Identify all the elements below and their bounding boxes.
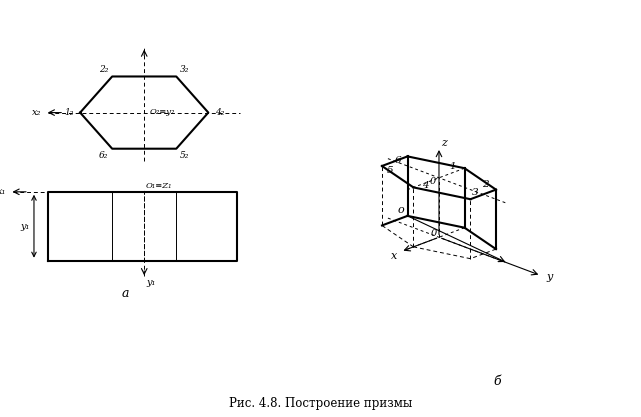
Text: y: y [546, 272, 553, 282]
Text: O₂≡y₂: O₂≡y₂ [149, 108, 175, 116]
Text: z: z [441, 138, 447, 148]
Text: 3: 3 [472, 188, 479, 198]
Text: x: x [391, 251, 397, 261]
Text: 0: 0 [429, 177, 436, 186]
Text: y₁: y₁ [21, 222, 29, 231]
Text: 2₂: 2₂ [99, 65, 108, 74]
Text: 3₂: 3₂ [180, 65, 189, 74]
Text: 2: 2 [483, 180, 489, 189]
Text: Рис. 4.8. Построение призмы: Рис. 4.8. Построение призмы [229, 397, 412, 410]
Text: 1: 1 [450, 162, 456, 171]
Text: o: o [397, 205, 404, 215]
Text: 4: 4 [422, 181, 428, 190]
Text: 0: 0 [431, 229, 437, 239]
Text: y₁: y₁ [146, 278, 155, 287]
Text: x₁: x₁ [0, 187, 6, 196]
Text: 6: 6 [395, 156, 401, 165]
Text: 6₂: 6₂ [99, 151, 108, 160]
Text: O₁≡Z₁: O₁≡Z₁ [146, 182, 172, 191]
Text: x₂: x₂ [32, 108, 41, 117]
Text: а: а [121, 287, 129, 301]
Text: 5₂: 5₂ [180, 151, 189, 160]
Text: 5: 5 [387, 166, 393, 176]
Text: 1₂: 1₂ [64, 108, 73, 117]
Text: б: б [493, 375, 501, 388]
Text: 4₂: 4₂ [215, 108, 224, 117]
